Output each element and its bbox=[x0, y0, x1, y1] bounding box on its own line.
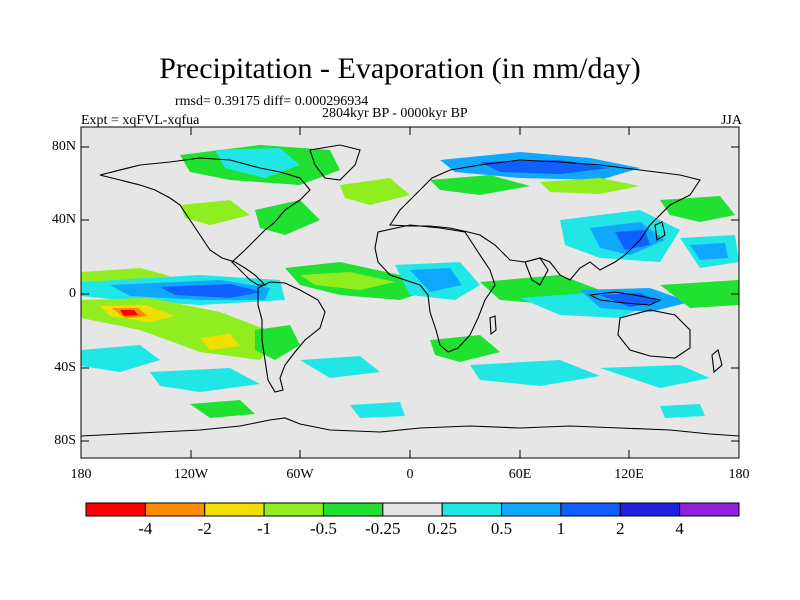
colorbar-swatch bbox=[501, 502, 562, 517]
lon-tick-label: 180 bbox=[70, 467, 92, 482]
colorbar-swatch bbox=[85, 502, 146, 517]
colorbar-swatch bbox=[441, 502, 503, 517]
colorbar-label: 4 bbox=[675, 519, 684, 538]
colorbar-label: -0.25 bbox=[365, 519, 401, 538]
map-title: Precipitation - Evaporation (in mm/day) bbox=[159, 52, 641, 85]
field-atl-itcz-yellowgreen bbox=[300, 272, 395, 290]
coastlines bbox=[81, 144, 739, 437]
colorbar-label: -4 bbox=[138, 519, 153, 538]
lat-tick-label: 80S bbox=[54, 433, 76, 448]
season-label: JJA bbox=[720, 113, 742, 128]
lon-tick-label: 120W bbox=[173, 467, 209, 482]
field-so-cyan-6 bbox=[350, 402, 405, 418]
lon-tick-label: 60E bbox=[508, 467, 532, 482]
field-pacific-blue bbox=[690, 243, 728, 260]
coast-indonesia bbox=[588, 291, 662, 306]
field-asia-green bbox=[660, 196, 735, 222]
field-siberia-green2 bbox=[540, 178, 640, 194]
colorbar-label: -2 bbox=[197, 519, 212, 538]
field-atlantic-green bbox=[340, 178, 410, 205]
field-sp-red bbox=[120, 310, 138, 316]
field-na-green2 bbox=[255, 200, 320, 235]
lon-tick-label: 0 bbox=[406, 467, 414, 482]
coast-australia bbox=[617, 309, 691, 359]
coast-new-zealand bbox=[711, 349, 723, 374]
lat-tick-label: 0 bbox=[69, 286, 76, 301]
colorbar-label: 0.5 bbox=[490, 519, 513, 538]
coast-madagascar bbox=[489, 315, 497, 336]
colorbar-swatch bbox=[144, 502, 206, 517]
field-asia-dark bbox=[615, 230, 650, 250]
colorbar-swatch bbox=[204, 502, 265, 517]
axis-ticks bbox=[81, 127, 739, 458]
field-so-cyan-3 bbox=[300, 356, 380, 378]
coast-japan bbox=[654, 221, 666, 241]
field-so-cyan-1 bbox=[81, 345, 160, 372]
coast-greenland bbox=[309, 144, 361, 181]
stats-line: rmsd= 0.39175 diff= 0.000296934 bbox=[175, 94, 369, 109]
coast-eurasia bbox=[389, 159, 701, 281]
field-arctic-cyan bbox=[215, 148, 300, 178]
colorbar bbox=[85, 502, 740, 517]
field-so-cyan-5 bbox=[600, 365, 710, 388]
colorbar-swatch bbox=[619, 502, 681, 517]
colorbar-swatch bbox=[679, 502, 740, 517]
coast-antarctica bbox=[81, 417, 739, 437]
colorbar-label: 0.25 bbox=[427, 519, 458, 538]
field-eurasia-green bbox=[430, 175, 530, 195]
field-na-green bbox=[180, 200, 250, 225]
field-so-cyan-2 bbox=[150, 368, 260, 392]
field-sa-green bbox=[255, 325, 300, 360]
field-so-cyan-7 bbox=[660, 404, 705, 418]
field-so-green-1 bbox=[190, 400, 255, 418]
experiment-line: Expt = xqFVL-xqfua bbox=[81, 113, 200, 128]
colorbar-swatch bbox=[560, 502, 621, 517]
colorbar-label: -0.5 bbox=[309, 519, 337, 538]
lat-tick-label: 40N bbox=[51, 212, 76, 227]
coast-africa bbox=[374, 224, 496, 353]
field-sio-green bbox=[430, 335, 500, 362]
field-sp-yellow2 bbox=[200, 334, 240, 350]
colorbar-swatch bbox=[322, 502, 384, 517]
lon-tick-label: 180 bbox=[728, 467, 750, 482]
colorbar-label: -1 bbox=[256, 519, 272, 538]
coast-north-america bbox=[99, 157, 311, 286]
field-wpac-green bbox=[660, 280, 739, 308]
lat-tick-label: 40S bbox=[54, 360, 76, 375]
field-africa-blue bbox=[410, 268, 462, 292]
colorbar-label: 2 bbox=[616, 519, 625, 538]
lat-tick-label: 80N bbox=[51, 139, 76, 154]
lon-tick-label: 120E bbox=[614, 467, 644, 482]
coast-south-america bbox=[257, 281, 326, 393]
colorbar-swatch bbox=[263, 502, 324, 517]
field-so-cyan-4 bbox=[470, 360, 600, 386]
field-itcz-dark bbox=[160, 284, 262, 298]
colorbar-swatch bbox=[382, 502, 443, 517]
coast-india bbox=[524, 257, 549, 286]
lon-tick-label: 60W bbox=[286, 467, 314, 482]
colorbar-label: 1 bbox=[556, 519, 566, 538]
period-line: 2804kyr BP - 0000kyr BP bbox=[322, 106, 468, 121]
anomaly-fields bbox=[81, 145, 739, 418]
